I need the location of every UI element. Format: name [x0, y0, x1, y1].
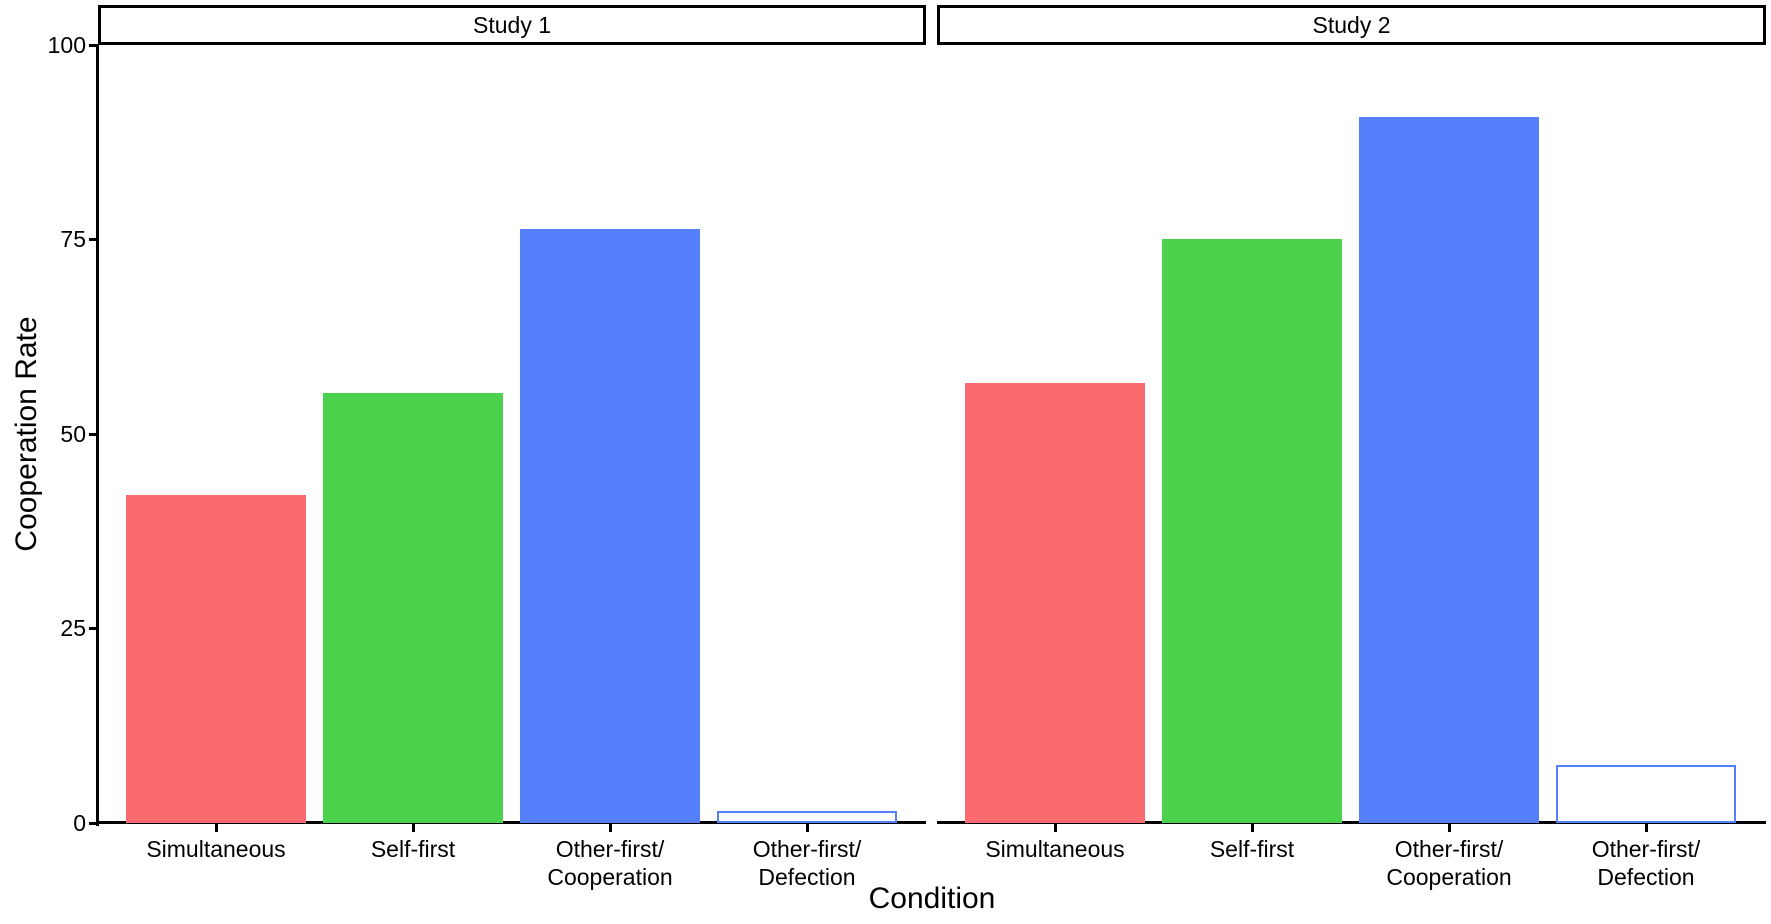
x-axis-tick	[1250, 823, 1254, 832]
x-tick-label-line: Cooperation	[1386, 864, 1512, 890]
y-axis-tick	[89, 238, 98, 241]
x-tick-label: Simultaneous	[86, 835, 346, 863]
x-tick-label: Other-first/Defection	[1516, 835, 1771, 891]
x-tick-label-line: Other-first/	[1591, 836, 1701, 862]
x-tick-label: Other-first/Defection	[677, 835, 937, 891]
x-axis-line	[98, 821, 926, 824]
x-axis-tick	[1447, 823, 1451, 832]
facet-strip-label: Study 2	[1312, 11, 1391, 38]
x-axis-tick	[1053, 823, 1057, 832]
x-tick-label-line: Self-first	[370, 836, 456, 862]
x-tick-label-line: Other-first/	[555, 836, 665, 862]
bar-study1-simultaneous	[126, 495, 306, 823]
y-axis-tick	[89, 43, 98, 47]
x-tick-label-line: Defection	[758, 864, 856, 890]
x-tick-label: Other-first/Cooperation	[1319, 835, 1579, 891]
x-tick-label-line: Other-first/	[752, 836, 862, 862]
x-tick-label-line: Other-first/	[1394, 836, 1504, 862]
bar-study1-other-first-cooperation	[520, 229, 700, 823]
facet-strip: Study 1	[98, 5, 926, 45]
x-axis-tick	[411, 823, 415, 832]
x-axis-tick	[1644, 823, 1648, 832]
x-axis-line	[937, 821, 1766, 824]
y-axis-line	[96, 45, 99, 826]
y-tick-label: 75	[60, 226, 86, 252]
x-tick-label-line: Defection	[1597, 864, 1695, 890]
bar-study2-other-first-defection	[1556, 765, 1736, 823]
y-axis-tick	[89, 432, 98, 436]
facet-strip: Study 2	[937, 5, 1766, 45]
x-axis-tick	[214, 823, 218, 832]
facet-panel	[98, 45, 926, 824]
x-axis-title: Condition	[868, 882, 996, 915]
x-tick-label-line: Cooperation	[547, 864, 673, 890]
x-tick-label-line: Simultaneous	[985, 836, 1125, 862]
x-tick-label: Self-first	[283, 835, 543, 863]
x-tick-label: Other-first/Cooperation	[480, 835, 740, 891]
x-tick-label-line: Self-first	[1209, 836, 1295, 862]
facet-panel	[937, 45, 1766, 824]
x-axis-tick	[608, 823, 612, 832]
facet-strip-label: Study 1	[473, 11, 551, 38]
y-tick-label: 50	[60, 420, 86, 447]
bar-study1-self-first	[323, 393, 503, 823]
bar-study2-simultaneous	[965, 383, 1145, 823]
y-tick-label: 25	[60, 615, 86, 641]
y-axis-tick	[89, 627, 98, 630]
y-tick-label: 100	[47, 31, 86, 58]
x-tick-label: Simultaneous	[925, 835, 1185, 863]
x-tick-label: Self-first	[1122, 835, 1382, 863]
y-tick-label: 0	[73, 809, 86, 836]
bar-study2-other-first-cooperation	[1359, 117, 1539, 823]
y-axis-tick	[89, 821, 98, 825]
x-tick-label-line: Simultaneous	[146, 836, 286, 862]
x-axis-tick	[805, 823, 809, 832]
bar-study1-other-first-defection	[717, 811, 897, 823]
bar-study2-self-first	[1162, 239, 1342, 823]
